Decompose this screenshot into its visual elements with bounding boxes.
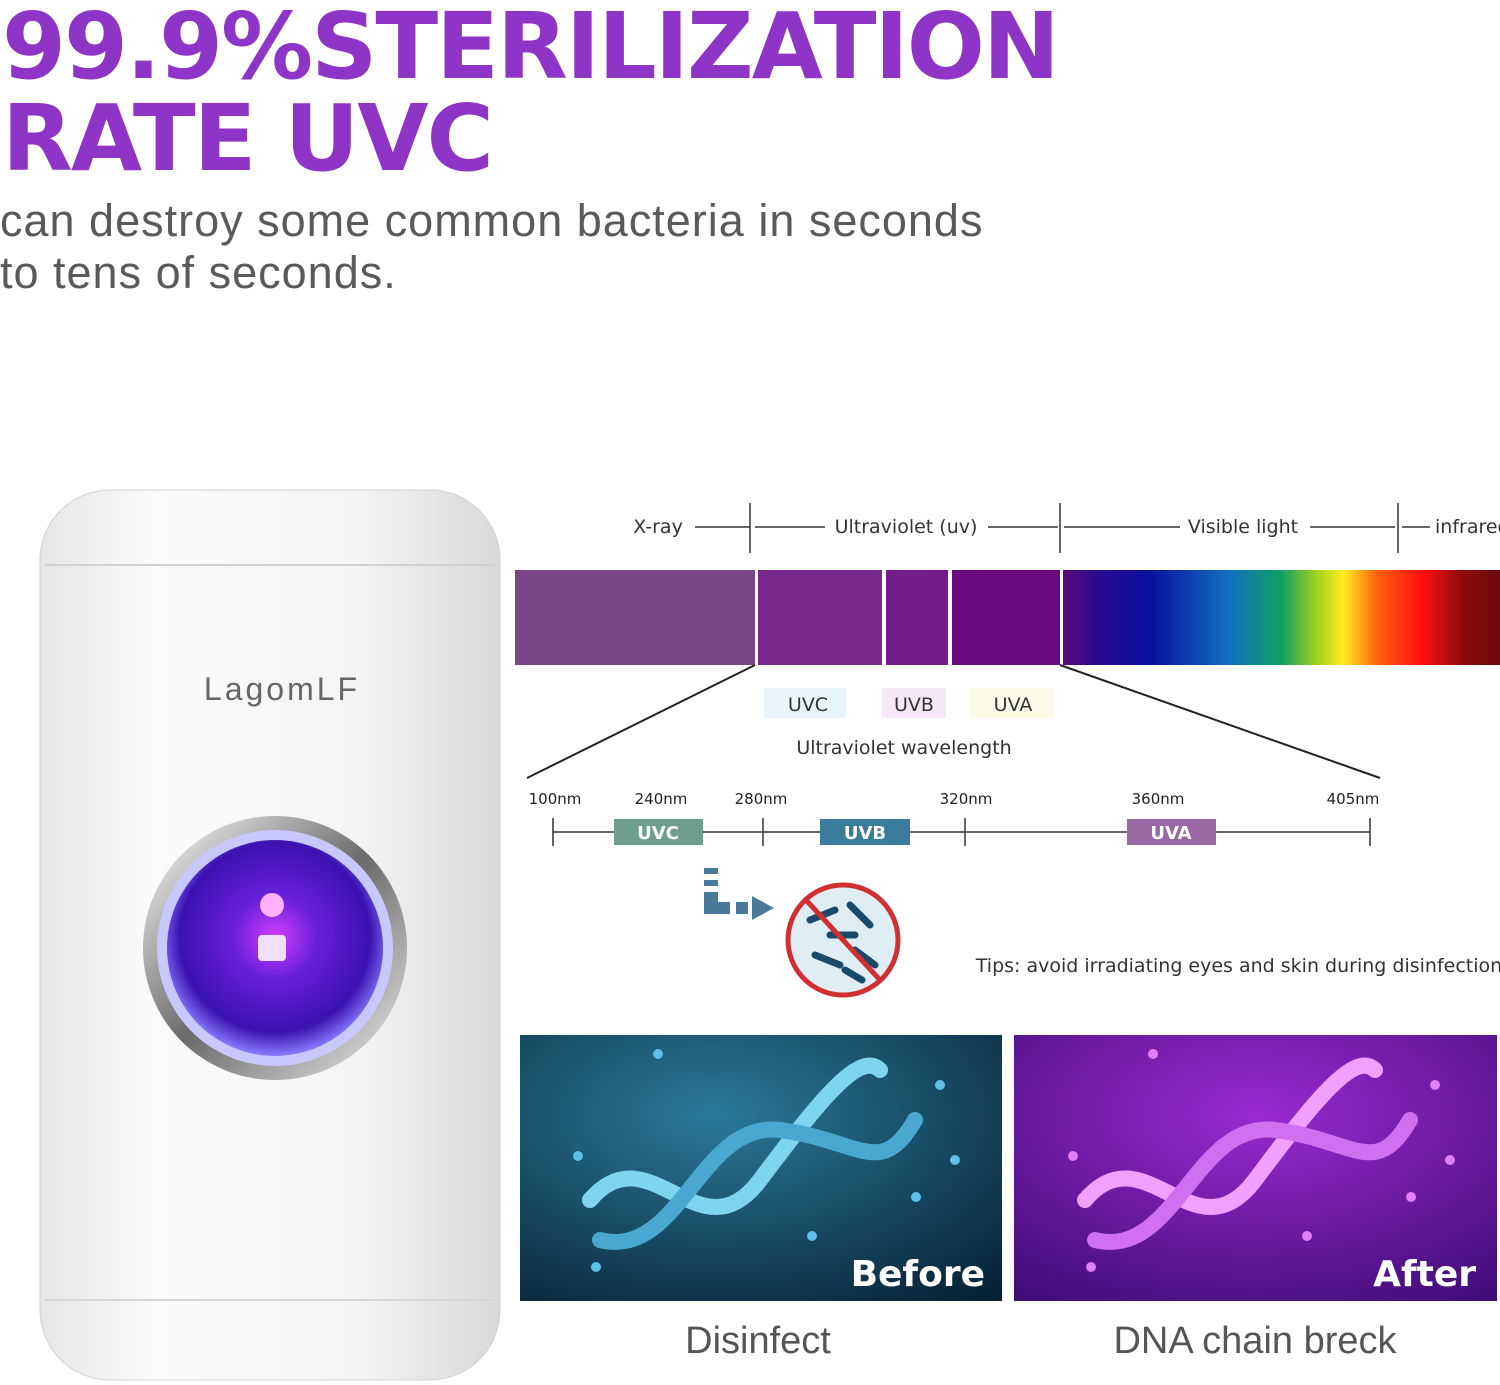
spectrum-lines xyxy=(695,503,1430,553)
brand: LagomLF xyxy=(204,671,360,707)
subtitle: can destroy some common bacteria in seco… xyxy=(0,195,983,246)
wavelength: 100nm xyxy=(529,790,582,808)
band-label: UVC xyxy=(788,694,828,716)
caption: Ultraviolet wavelength xyxy=(796,737,1011,759)
scale-label: UVB xyxy=(844,823,886,844)
wavelength: 280nm xyxy=(735,790,788,808)
band-label: UVB xyxy=(894,694,934,716)
before-panel xyxy=(520,1035,1002,1301)
wavelength: 320nm xyxy=(940,790,993,808)
band-bg xyxy=(882,688,946,718)
scale-box xyxy=(820,819,910,845)
wavelength: 405nm xyxy=(1327,790,1380,808)
region-label: infrared xyxy=(1435,516,1500,538)
kill-icon xyxy=(704,868,901,998)
panel-label: After xyxy=(1373,1254,1476,1295)
panel-label: Before xyxy=(851,1254,985,1295)
product: LagomLF xyxy=(39,489,501,1381)
region-label: Visible light xyxy=(1188,516,1298,538)
wavelength: 240nm xyxy=(635,790,688,808)
scale-box xyxy=(614,819,703,845)
region-label: X-ray xyxy=(633,516,683,538)
panel-caption: Disinfect xyxy=(685,1320,831,1362)
headline: 99.9%STERILIZATION xyxy=(2,0,1058,100)
after-panel xyxy=(1014,1035,1497,1301)
tip: Tips: avoid irradiating eyes and skin du… xyxy=(975,955,1500,977)
scale-box xyxy=(1127,819,1216,845)
scale-label: UVC xyxy=(637,823,679,844)
region-label: Ultraviolet (uv) xyxy=(835,516,978,538)
spectrum-bar xyxy=(515,570,1500,779)
scale-label: UVA xyxy=(1150,823,1191,844)
wavelength: 360nm xyxy=(1132,790,1185,808)
band-label: UVA xyxy=(994,694,1033,716)
subtitle: to tens of seconds. xyxy=(0,247,397,298)
band-bg xyxy=(764,688,846,718)
band-bg xyxy=(970,688,1054,718)
headline: RATE UVC xyxy=(2,85,492,192)
panel-caption: DNA chain breck xyxy=(1113,1320,1397,1362)
